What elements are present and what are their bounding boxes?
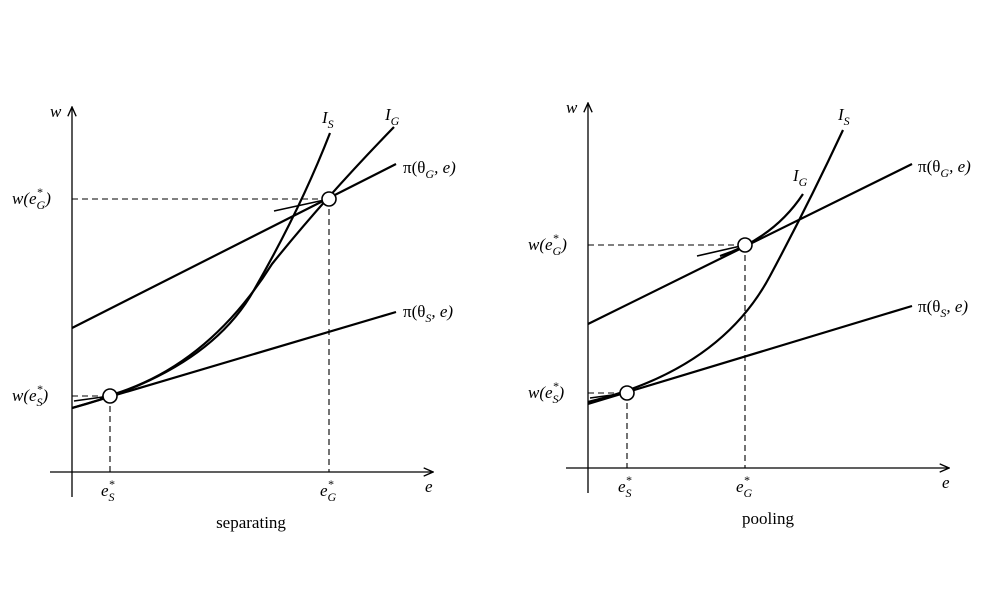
separating-bad-point: [102, 388, 118, 404]
ig-curve: [719, 193, 804, 258]
ig-curve-label: IG: [384, 105, 400, 128]
eg-label: e* G: [736, 473, 753, 500]
is-curve: [71, 132, 332, 410]
x-axis-label: e: [425, 477, 433, 496]
pi-theta-s-line: [587, 304, 913, 406]
pi-theta-g-label: π(θG, e): [403, 158, 456, 181]
tangent-mark-g: [273, 198, 330, 212]
ws-label: w(e* S): [12, 382, 49, 409]
separating-good-point: [321, 191, 337, 207]
wg-label: w(e* G): [528, 231, 567, 258]
eg-label: e* G: [320, 477, 337, 504]
pi-theta-g-label: π(θG, e): [918, 157, 971, 180]
is-curve-label: IS: [837, 105, 850, 128]
pooling-panel: w e IS IG π(θG, e) π(θS, e) w(e* G) w(e* S…: [528, 98, 971, 528]
separating-caption: separating: [216, 513, 286, 532]
es-label: e* S: [618, 473, 632, 500]
es-label: e* S: [101, 477, 115, 504]
pi-theta-g-line: [71, 163, 397, 329]
ig-curve-label: IG: [792, 166, 808, 189]
separating-panel: w e IS IG π(θG, e) π(θS, e) w(e* G) w(e* S…: [12, 102, 456, 532]
pi-theta-s-line: [71, 310, 397, 410]
ig-curve: [99, 126, 395, 400]
is-curve-label: IS: [321, 108, 334, 131]
wg-label: w(e* G): [12, 185, 51, 212]
y-axis-label: w: [50, 102, 62, 121]
ws-label: w(e* S): [528, 379, 565, 406]
x-axis-label: e: [942, 473, 950, 492]
pooling-good-point: [737, 237, 753, 253]
pooling-bad-point: [619, 385, 635, 401]
pooling-caption: pooling: [742, 509, 794, 528]
is-curve: [587, 129, 844, 404]
y-axis-label: w: [566, 98, 578, 117]
pi-theta-s-label: π(θS, e): [403, 302, 453, 325]
pi-theta-s-label: π(θS, e): [918, 297, 968, 320]
tangent-mark-g: [696, 244, 746, 257]
